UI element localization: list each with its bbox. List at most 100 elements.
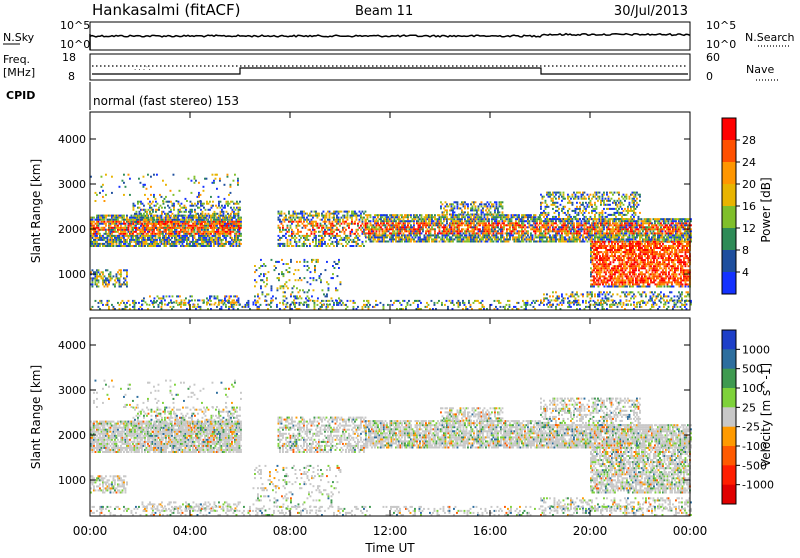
- power-cell: [104, 239, 106, 241]
- power-cell: [340, 283, 342, 285]
- power-cell: [335, 225, 337, 227]
- power-cell: [669, 228, 671, 230]
- power-cell: [357, 225, 359, 227]
- power-cell: [318, 227, 320, 229]
- power-cell: [151, 223, 153, 225]
- power-cell: [515, 220, 517, 222]
- power-cell: [499, 211, 501, 213]
- power-cell: [282, 225, 284, 227]
- power-cell: [260, 259, 262, 261]
- power-cell: [323, 237, 325, 239]
- power-cell: [412, 236, 414, 238]
- power-cell: [131, 215, 133, 217]
- power-cell: [194, 235, 196, 237]
- power-cell: [325, 269, 327, 271]
- power-cell: [422, 226, 424, 228]
- power-cell: [440, 218, 442, 220]
- power-cell: [126, 233, 128, 235]
- power-cell: [632, 228, 634, 230]
- power-cell: [304, 291, 306, 293]
- power-cell: [155, 227, 157, 229]
- power-cell: [323, 239, 325, 241]
- power-cell: [376, 218, 378, 220]
- power-cell: [338, 241, 340, 243]
- power-cell: [359, 211, 361, 213]
- power-cell: [603, 228, 605, 230]
- power-cell: [353, 245, 355, 247]
- power-cell: [199, 219, 201, 221]
- power-cell: [575, 228, 577, 230]
- power-cell: [203, 299, 205, 301]
- power-cell: [185, 229, 187, 231]
- power-cell: [181, 215, 183, 217]
- power-cell: [107, 277, 109, 279]
- power-cell: [482, 207, 484, 209]
- power-cell: [400, 218, 402, 220]
- power-cell: [345, 229, 347, 231]
- power-cell: [284, 243, 286, 245]
- power-cell: [386, 214, 388, 216]
- power-cell: [493, 205, 495, 207]
- power-cell: [518, 238, 520, 240]
- power-cell: [145, 209, 147, 211]
- power-cell: [168, 237, 170, 239]
- power-cell: [214, 215, 216, 217]
- power-cell: [302, 289, 304, 291]
- nsearch-tick-top: 10^5: [706, 19, 736, 32]
- power-cell: [488, 222, 490, 224]
- power-cell: [98, 227, 100, 229]
- power-cell: [225, 243, 227, 245]
- power-cell: [186, 241, 188, 243]
- power-cell: [326, 215, 328, 217]
- power-cell: [431, 214, 433, 216]
- power-cell: [211, 207, 213, 209]
- nsearch-label: N.Search: [745, 31, 795, 44]
- power-cell: [351, 221, 353, 223]
- power-cell: [283, 273, 285, 275]
- power-cell: [545, 234, 547, 236]
- power-cell: [400, 222, 402, 224]
- power-cell: [410, 216, 412, 218]
- power-cell: [284, 235, 286, 237]
- power-cell: [579, 236, 581, 238]
- power-cell: [579, 238, 581, 240]
- power-cell: [161, 225, 163, 227]
- power-cell: [211, 304, 213, 306]
- power-cell: [481, 216, 483, 218]
- power-cell: [296, 261, 298, 263]
- power-cell: [161, 217, 163, 219]
- power-cell: [262, 293, 264, 295]
- power-cell: [342, 229, 344, 231]
- power-cell: [529, 220, 531, 222]
- power-cell: [629, 236, 631, 238]
- power-cell: [536, 226, 538, 228]
- power-cell: [338, 213, 340, 215]
- power-cell: [315, 237, 317, 239]
- power-cell: [351, 217, 353, 219]
- power-cell: [497, 207, 499, 209]
- power-cell: [290, 259, 292, 261]
- power-cell: [496, 218, 498, 220]
- power-cell: [367, 216, 369, 218]
- power-cell: [467, 214, 469, 216]
- power-cell: [306, 233, 308, 235]
- power-cell: [321, 213, 323, 215]
- power-cell: [313, 279, 315, 281]
- power-cell: [326, 217, 328, 219]
- power-cell: [529, 222, 531, 224]
- power-cell: [259, 297, 261, 299]
- power-cell: [253, 301, 255, 303]
- power-cell: [134, 205, 136, 207]
- power-cell: [514, 216, 516, 218]
- power-cell: [125, 223, 127, 225]
- power-cell: [333, 245, 335, 247]
- power-cell: [140, 225, 142, 227]
- power-cell: [535, 224, 537, 226]
- power-cell: [170, 211, 172, 213]
- power-cell: [599, 226, 601, 228]
- power-cell: [190, 213, 192, 215]
- power-cell: [442, 222, 444, 224]
- power-cell: [332, 273, 334, 275]
- power-cell: [230, 295, 232, 297]
- power-cell: [362, 221, 364, 223]
